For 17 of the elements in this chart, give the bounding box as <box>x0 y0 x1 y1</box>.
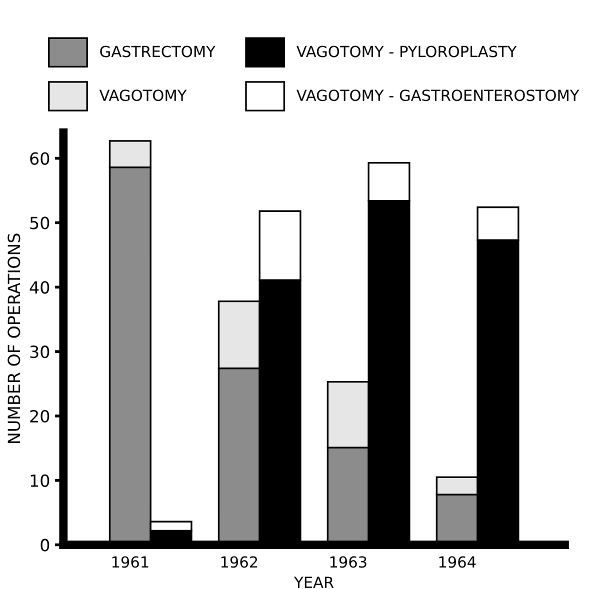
x-tick-label: 1964 <box>439 556 476 568</box>
y-tick-label: 60 <box>30 152 50 165</box>
y-tick-label: 20 <box>30 410 50 423</box>
y-axis-title: NUMBER OF OPERATIONS <box>8 234 20 443</box>
legend-label: GASTRECTOMY <box>100 46 216 58</box>
y-tick-label: 30 <box>30 346 50 358</box>
y-tick-label: 0 <box>40 538 50 552</box>
legend-label: VAGOTOMY <box>99 90 187 102</box>
x-tick-label: 1962 <box>221 556 258 568</box>
x-tick-label: 1963 <box>330 556 366 568</box>
y-tick-label: 50 <box>30 216 50 230</box>
x-axis-title: YEAR <box>294 576 334 588</box>
legend-label: VAGOTOMY - PYLOROPLASTY <box>296 46 517 58</box>
x-tick-label: 1961 <box>112 556 148 568</box>
y-tick-label: 40 <box>30 281 50 294</box>
legend-label: VAGOTOMY - GASTROENTEROSTOMY <box>296 90 580 102</box>
y-tick-label: 10 <box>30 474 50 487</box>
